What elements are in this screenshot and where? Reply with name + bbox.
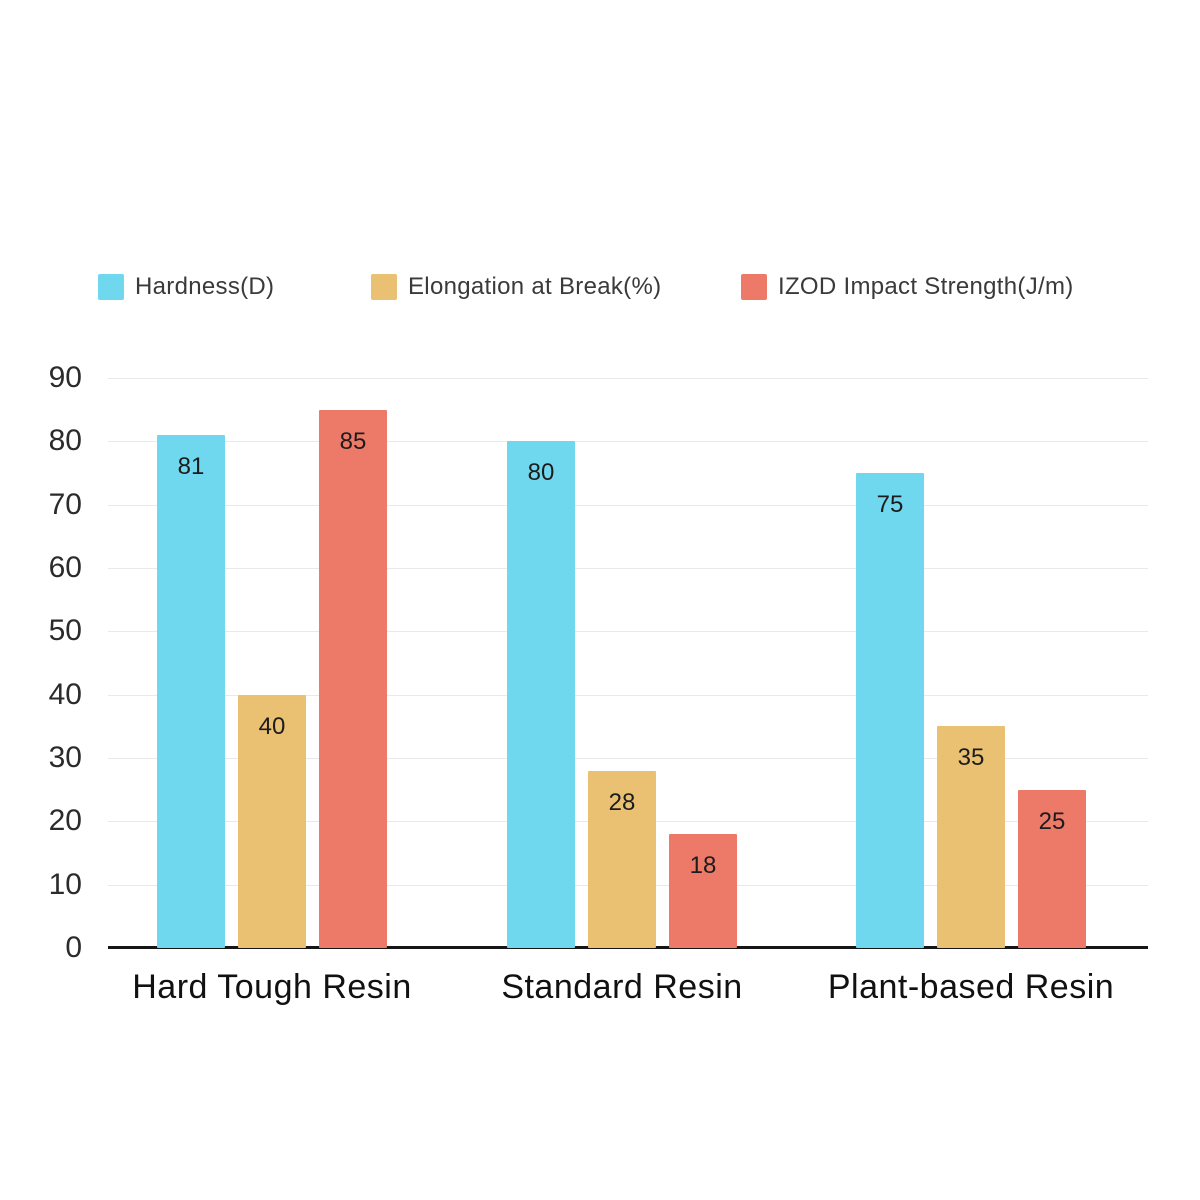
y-axis-tick-30: 30 (48, 741, 82, 774)
bar-value-label: 80 (527, 459, 555, 487)
legend-swatch-icon (371, 274, 397, 300)
y-axis-tick-20: 20 (48, 804, 82, 838)
bar-value-label: 18 (689, 852, 717, 879)
x-axis-category-1: Hard Tough Resin (132, 968, 412, 1006)
x-axis-category-2: Standard Resin (501, 968, 743, 1006)
legend-label: IZOD Impact Strength(J/m) (778, 273, 1074, 300)
y-axis-tick-0: 0 (65, 931, 82, 964)
bar-standard-resin-izod-impact-strength-j-m-: 18 (669, 834, 737, 948)
bar-value-label: 28 (608, 788, 636, 816)
bar-standard-resin-hardness-d-: 80 (507, 441, 575, 948)
bar-value-label: 35 (957, 744, 985, 772)
y-axis-tick-90: 90 (48, 361, 82, 394)
y-axis-tick-40: 40 (48, 677, 82, 711)
bar-plant-based-resin-elongation-at-break-: 35 (937, 726, 1005, 948)
legend-label: Elongation at Break(%) (408, 273, 662, 300)
y-axis-tick-10: 10 (48, 867, 82, 901)
gridline-80 (108, 441, 1148, 443)
bar-hard-tough-resin-izod-impact-strength-j-m-: 85 (319, 409, 387, 948)
y-axis-tick-60: 60 (48, 551, 82, 584)
bar-value-label: 25 (1038, 807, 1066, 835)
gridline-50 (108, 631, 1148, 633)
bar-standard-resin-elongation-at-break-: 28 (588, 770, 656, 948)
y-axis-tick-80: 80 (48, 424, 82, 458)
legend-label: Hardness(D) (135, 273, 275, 300)
bar-value-label: 81 (177, 453, 205, 480)
gridline-90 (108, 378, 1148, 379)
bar-hard-tough-resin-hardness-d-: 81 (157, 435, 225, 948)
legend-swatch-icon (741, 274, 767, 300)
bar-value-label: 40 (258, 712, 286, 740)
bar-plant-based-resin-izod-impact-strength-j-m-: 25 (1018, 789, 1086, 948)
bar-plant-based-resin-hardness-d-: 75 (856, 473, 924, 948)
bar-hard-tough-resin-elongation-at-break-: 40 (238, 694, 306, 948)
gridline-40 (108, 694, 1148, 696)
gridline-70 (108, 504, 1148, 506)
y-axis-tick-50: 50 (48, 614, 82, 648)
y-axis-tick-70: 70 (48, 487, 82, 521)
legend-item-3: IZOD Impact Strength(J/m) (741, 273, 1074, 301)
gridline-30 (108, 758, 1148, 759)
gridline-60 (108, 568, 1148, 569)
legend-item-2: Elongation at Break(%) (371, 273, 661, 301)
x-axis-category-3: Plant-based Resin (827, 968, 1115, 1006)
bar-value-label: 85 (339, 427, 367, 455)
legend-item-1: Hardness(D) (98, 273, 274, 301)
bar-value-label: 75 (876, 491, 904, 518)
legend-swatch-icon (98, 274, 124, 300)
